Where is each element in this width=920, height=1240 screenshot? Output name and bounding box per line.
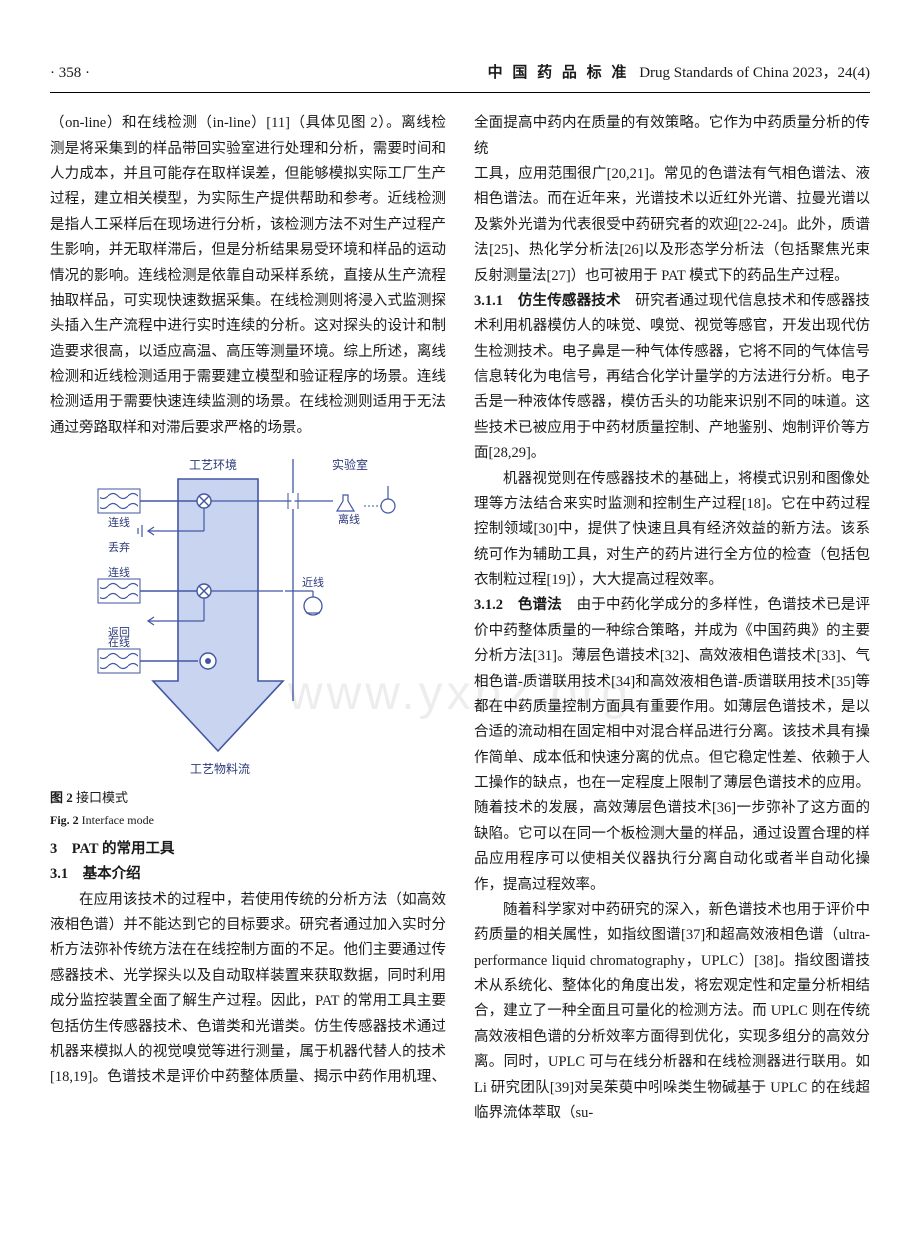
col2-paragraph-2: 机器视觉则在传感器技术的基础上，将模式识别和图像处理等方法结合来实时监测和控制生… [474,467,870,594]
svg-text:在线: 在线 [108,635,130,649]
svg-text:工艺环境: 工艺环境 [189,457,237,472]
figure-2-label-zh: 图 2 [50,790,73,805]
figure-2: 工艺环境 实验室 连线 离线 [50,451,446,831]
section-3-1-heading: 3.1 基本介绍 [50,862,446,887]
section-3-1-1: 3.1.1 仿生传感器技术 研究者通过现代信息技术和传感器技术利用机器模仿人的味… [474,289,870,467]
svg-text:实验室: 实验室 [332,457,368,472]
section-3-1-2: 3.1.2 色谱法 由于中药化学成分的多样性，色谱技术已是评价中药整体质量的一种… [474,593,870,898]
svg-text:离线: 离线 [338,512,360,526]
section-3-heading: 3 PAT 的常用工具 [50,837,446,862]
section-3-1-2-body: 由于中药化学成分的多样性，色谱技术已是评价中药整体质量的一种综合策略，并成为《中… [474,597,870,892]
svg-text:连线: 连线 [108,565,130,579]
figure-2-caption-zh: 图 2 接口模式 [50,787,446,810]
col2-paragraph-3: 随着科学家对中药研究的深入，新色谱技术也用于评价中药质量的相关属性，如指纹图谱[… [474,898,870,1126]
section-3-1-1-body: 研究者通过现代信息技术和传感器技术利用机器模仿人的味觉、嗅觉、视觉等感官，开发出… [474,293,870,461]
svg-text:近线: 近线 [302,575,324,589]
journal-title-en: Drug Standards of China 2023，24(4) [639,65,870,81]
svg-text:工艺物料流: 工艺物料流 [190,762,250,776]
figure-2-text-en: Interface mode [82,813,154,827]
journal-title-block: 中 国 药 品 标 准 Drug Standards of China 2023… [488,60,870,86]
journal-title-zh: 中 国 药 品 标 准 [488,65,630,81]
section-3-1-1-head: 3.1.1 仿生传感器技术 [474,293,621,309]
figure-2-svg: 工艺环境 实验室 连线 离线 [88,451,408,781]
col1-paragraph-1: （on-line）和在线检测（in-line）[11]（具体见图 2）。离线检测… [50,111,446,441]
page-header: · 358 · 中 国 药 品 标 准 Drug Standards of Ch… [50,60,870,93]
col2-paragraph-1: 工具，应用范围很广[20,21]。常见的色谱法有气相色谱法、液相色谱法。而在近年… [474,162,870,289]
svg-text:连线: 连线 [108,515,130,529]
page-number: · 358 · [50,60,90,86]
figure-2-label-en: Fig. 2 [50,813,79,827]
section-3-1-2-head: 3.1.2 色谱法 [474,597,562,613]
body-columns: （on-line）和在线检测（in-line）[11]（具体见图 2）。离线检测… [50,111,870,1126]
figure-2-caption-en: Fig. 2 Interface mode [50,810,446,831]
figure-2-text-zh: 接口模式 [76,790,128,805]
svg-text:丢弃: 丢弃 [108,540,130,554]
